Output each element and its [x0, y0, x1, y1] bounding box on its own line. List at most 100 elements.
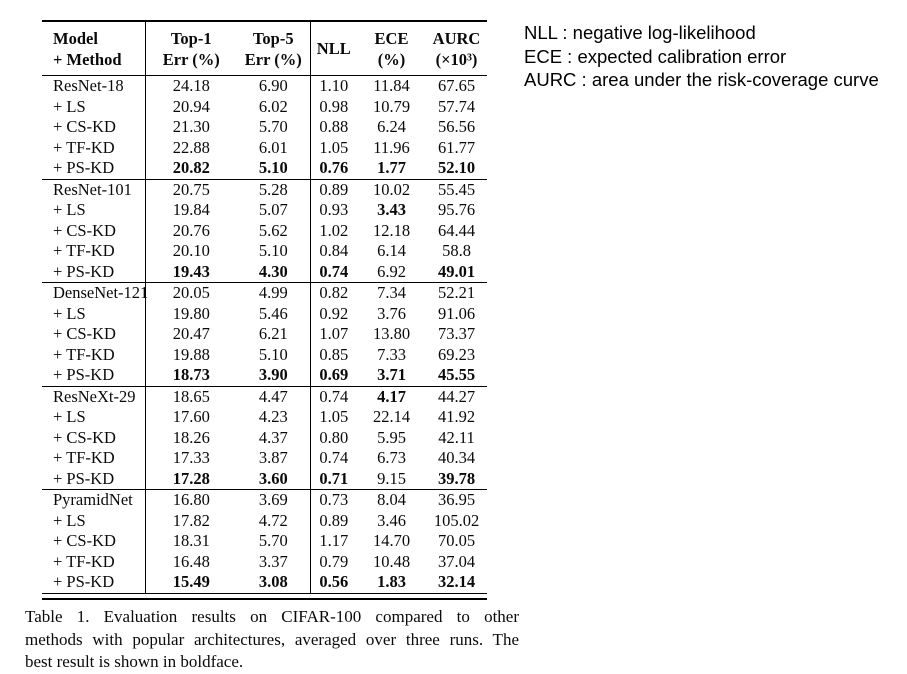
value-cell: 17.60 — [144, 407, 237, 428]
table-row: ResNet-101 20.75 5.28 0.89 10.02 55.45 — [42, 178, 487, 200]
value-cell: 56.56 — [437, 117, 476, 136]
value-cell: 16.80 — [144, 489, 237, 511]
value-cell: 3.46 — [377, 510, 406, 530]
table-row: + PS-KD 18.73 3.90 0.69 3.71 45.55 — [42, 365, 487, 386]
method-cell: + LS — [53, 303, 86, 323]
method-cell: + CS-KD — [53, 220, 116, 240]
header-nll: NLL — [309, 21, 357, 76]
value-cell: 1.77 — [377, 158, 406, 177]
table-row: + PS-KD 19.43 4.30 0.74 6.92 49.01 — [42, 261, 487, 283]
value-cell: 0.82 — [309, 282, 357, 304]
table-header-row: Model + Method Top-1 Err (%) Top-5 Err (… — [42, 21, 487, 76]
value-cell: 6.90 — [258, 76, 288, 95]
value-cell: 20.10 — [144, 241, 237, 262]
value-cell: 10.79 — [372, 96, 411, 116]
value-cell: 3.87 — [258, 448, 288, 467]
method-cell: + LS — [53, 407, 86, 426]
value-cell: 3.69 — [237, 489, 310, 511]
value-cell: 6.02 — [258, 96, 288, 116]
value-cell: 3.08 — [258, 572, 288, 591]
legend: NLL : negative log-likelihood ECE : expe… — [524, 21, 879, 92]
value-cell: 1.05 — [309, 137, 357, 158]
value-cell: 61.77 — [437, 137, 476, 157]
table-row: + LS 19.80 5.46 0.92 3.76 91.06 — [42, 303, 487, 324]
value-cell: 3.37 — [258, 551, 288, 571]
header-top5: Top-5 Err (%) — [237, 21, 310, 76]
header-model: Model + Method — [42, 21, 145, 76]
value-cell: 6.24 — [377, 117, 406, 136]
method-cell: + TF-KD — [53, 241, 115, 260]
method-cell: + PS-KD — [53, 365, 115, 384]
method-cell: + CS-KD — [53, 117, 116, 136]
method-cell: DenseNet-121 — [42, 282, 148, 304]
table-row: + TF-KD 16.48 3.37 0.79 10.48 37.04 — [42, 551, 487, 572]
value-cell: 8.04 — [357, 489, 426, 511]
value-cell: 52.21 — [426, 282, 487, 304]
header-line: + Method — [53, 49, 122, 69]
value-cell: 4.99 — [237, 282, 310, 304]
table-row: + CS-KD 20.47 6.21 1.07 13.80 73.37 — [42, 324, 487, 345]
value-cell: 9.15 — [377, 468, 406, 488]
method-cell: PyramidNet — [42, 489, 145, 511]
value-cell: 0.88 — [309, 117, 357, 138]
caption-line: best result is shown in boldface. — [25, 652, 244, 671]
value-cell: 20.82 — [144, 158, 237, 179]
value-cell: 0.85 — [309, 344, 357, 365]
legend-line-aurc: AURC : area under the risk-coverage curv… — [524, 69, 879, 90]
value-cell: 0.74 — [309, 261, 357, 283]
value-cell: 10.02 — [357, 178, 426, 200]
value-cell: 0.74 — [309, 448, 357, 469]
value-cell: 20.05 — [144, 282, 237, 304]
value-cell: 0.74 — [309, 385, 357, 407]
value-cell: 1.17 — [309, 531, 357, 552]
value-cell: 0.89 — [309, 178, 357, 200]
header-line: Model — [53, 28, 98, 48]
method-cell: ResNet-18 — [53, 76, 124, 95]
header-line: Err (%) — [162, 49, 220, 69]
value-cell: 41.92 — [437, 407, 476, 426]
value-cell: 22.88 — [144, 137, 237, 158]
method-cell: + TF-KD — [53, 551, 115, 571]
value-cell: 0.73 — [309, 489, 357, 511]
results-table-block: Model + Method Top-1 Err (%) Top-5 Err (… — [42, 20, 487, 600]
value-cell: 5.70 — [258, 531, 288, 550]
value-cell: 20.76 — [144, 220, 237, 241]
method-cell: + LS — [53, 510, 86, 530]
header-line: Err (%) — [244, 49, 302, 69]
value-cell: 5.62 — [258, 220, 288, 240]
value-cell: 11.96 — [373, 137, 410, 157]
value-cell: 91.06 — [437, 303, 476, 323]
value-cell: 4.47 — [237, 385, 310, 407]
value-cell: 17.82 — [144, 510, 237, 531]
table-row: DenseNet-121 20.05 4.99 0.82 7.34 52.21 — [42, 282, 487, 304]
value-cell: 5.07 — [258, 200, 288, 219]
header-line: (%) — [377, 49, 406, 69]
method-cell: + TF-KD — [53, 344, 115, 364]
value-cell: 70.05 — [437, 531, 476, 550]
table-row: ResNeXt-29 18.65 4.47 0.74 4.17 44.27 — [42, 385, 487, 407]
value-cell: 15.49 — [144, 572, 237, 593]
header-line: Top-1 — [170, 28, 212, 48]
value-cell: 0.80 — [309, 427, 357, 448]
header-ece: ECE (%) — [357, 21, 426, 76]
results-table: Model + Method Top-1 Err (%) Top-5 Err (… — [42, 20, 487, 594]
value-cell: 12.18 — [372, 220, 411, 240]
value-cell: 19.84 — [144, 200, 237, 221]
table-row: + TF-KD 17.33 3.87 0.74 6.73 40.34 — [42, 448, 487, 469]
value-cell: 17.28 — [144, 468, 237, 490]
value-cell: 10.48 — [372, 551, 411, 571]
value-cell: 67.65 — [437, 76, 476, 95]
value-cell: 24.18 — [144, 75, 237, 97]
header-aurc: AURC (×10³) — [426, 21, 487, 76]
header-top1: Top-1 Err (%) — [144, 21, 237, 76]
value-cell: 58.8 — [442, 241, 471, 260]
value-cell: 3.71 — [377, 365, 406, 384]
method-cell: + CS-KD — [53, 531, 116, 550]
value-cell: 36.95 — [426, 489, 487, 511]
value-cell: 0.79 — [309, 551, 357, 572]
value-cell: 57.74 — [437, 96, 476, 116]
header-line: Top-5 — [252, 28, 294, 48]
method-cell: + LS — [53, 200, 86, 219]
value-cell: 69.23 — [437, 344, 476, 364]
